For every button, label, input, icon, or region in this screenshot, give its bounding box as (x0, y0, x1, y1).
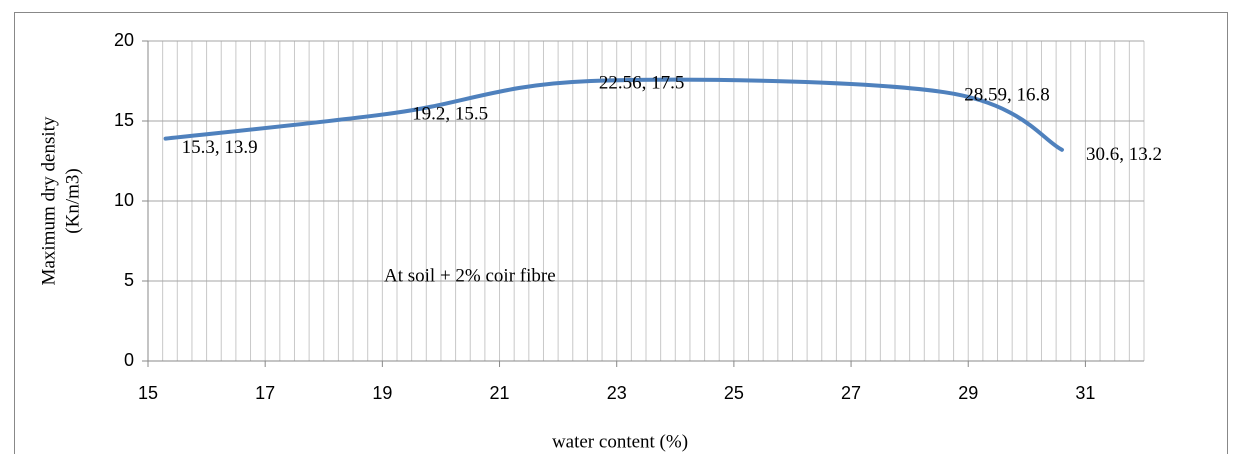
frame (14, 12, 1228, 454)
x-tick-label: 17 (255, 383, 275, 403)
y-tick-label: 20 (114, 30, 134, 50)
x-tick-label: 29 (958, 383, 978, 403)
x-tick-label: 25 (724, 383, 744, 403)
y-tick-label: 15 (114, 110, 134, 130)
data-label: 22.56, 17.5 (599, 72, 685, 93)
line (163, 77, 1064, 152)
annotation: At soil + 2% coir fibre (384, 265, 556, 286)
y-tick-label: 10 (114, 190, 134, 210)
x-axis-title: water content (%) (552, 431, 688, 452)
x-tick-label: 19 (372, 383, 392, 403)
x-tick-label: 31 (1075, 383, 1095, 403)
data-label: 30.6, 13.2 (1086, 144, 1162, 165)
y-tick-label: 0 (124, 350, 134, 370)
y-axis-title: Maximum dry density (38, 116, 59, 285)
x-tick-label: 23 (607, 383, 627, 403)
x-tick-label: 21 (490, 383, 510, 403)
x-tick-label: 27 (841, 383, 861, 403)
data-label: 19.2, 15.5 (412, 103, 488, 124)
x-tick-label: 15 (138, 383, 158, 403)
data-label: 15.3, 13.9 (182, 137, 258, 158)
data-label: 28.59, 16.8 (964, 85, 1050, 106)
y-tick-label: 5 (124, 270, 134, 290)
y-axis-title: (Kn/m3) (62, 168, 83, 233)
